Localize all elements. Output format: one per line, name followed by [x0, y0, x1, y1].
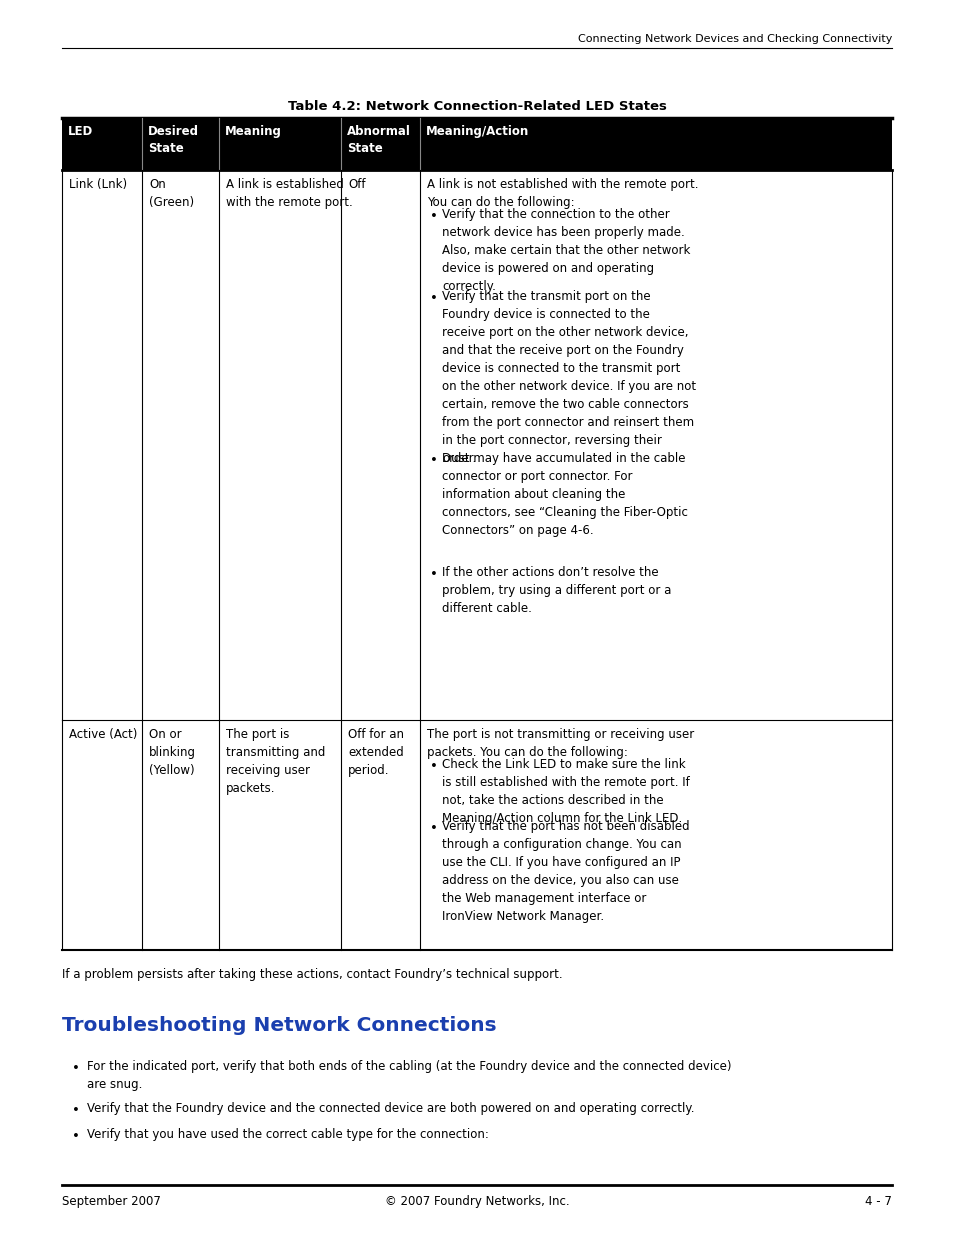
- Text: Meaning/Action: Meaning/Action: [426, 125, 529, 138]
- Text: 4 - 7: 4 - 7: [864, 1195, 891, 1208]
- Text: Troubleshooting Network Connections: Troubleshooting Network Connections: [62, 1016, 497, 1035]
- Text: On or
blinking
(Yellow): On or blinking (Yellow): [149, 727, 195, 777]
- Text: •: •: [430, 291, 437, 305]
- Text: A link is not established with the remote port.
You can do the following:: A link is not established with the remot…: [427, 178, 698, 209]
- Text: •: •: [430, 210, 437, 224]
- Text: •: •: [430, 568, 437, 580]
- Text: The port is not transmitting or receiving user
packets. You can do the following: The port is not transmitting or receivin…: [427, 727, 694, 760]
- Text: Active (Act): Active (Act): [69, 727, 137, 741]
- Text: •: •: [71, 1062, 80, 1074]
- Text: Table 4.2: Network Connection-Related LED States: Table 4.2: Network Connection-Related LE…: [287, 100, 666, 112]
- Text: Check the Link LED to make sure the link
is still established with the remote po: Check the Link LED to make sure the link…: [441, 758, 689, 825]
- Text: On
(Green): On (Green): [149, 178, 193, 209]
- Text: Connecting Network Devices and Checking Connectivity: Connecting Network Devices and Checking …: [577, 35, 891, 44]
- Text: Off: Off: [348, 178, 365, 191]
- Text: A link is established
with the remote port.: A link is established with the remote po…: [226, 178, 353, 209]
- Text: Link (Lnk): Link (Lnk): [69, 178, 127, 191]
- Text: Desired
State: Desired State: [148, 125, 199, 156]
- Text: Dust may have accumulated in the cable
connector or port connector. For
informat: Dust may have accumulated in the cable c…: [441, 452, 687, 537]
- Text: September 2007: September 2007: [62, 1195, 161, 1208]
- Text: •: •: [71, 1104, 80, 1116]
- Text: LED: LED: [68, 125, 93, 138]
- Text: Verify that you have used the correct cable type for the connection:: Verify that you have used the correct ca…: [87, 1128, 488, 1141]
- Text: Verify that the port has not been disabled
through a configuration change. You c: Verify that the port has not been disabl…: [441, 820, 689, 923]
- Text: •: •: [430, 823, 437, 835]
- Text: Abnormal
State: Abnormal State: [347, 125, 411, 156]
- Text: If a problem persists after taking these actions, contact Foundry’s technical su: If a problem persists after taking these…: [62, 968, 562, 981]
- Text: Meaning: Meaning: [225, 125, 281, 138]
- Text: Verify that the transmit port on the
Foundry device is connected to the
receive : Verify that the transmit port on the Fou…: [441, 290, 696, 466]
- Text: For the indicated port, verify that both ends of the cabling (at the Foundry dev: For the indicated port, verify that both…: [87, 1060, 731, 1091]
- Text: If the other actions don’t resolve the
problem, try using a different port or a
: If the other actions don’t resolve the p…: [441, 566, 671, 615]
- Text: Verify that the Foundry device and the connected device are both powered on and : Verify that the Foundry device and the c…: [87, 1102, 694, 1115]
- Text: •: •: [430, 760, 437, 773]
- Text: •: •: [430, 454, 437, 467]
- Text: © 2007 Foundry Networks, Inc.: © 2007 Foundry Networks, Inc.: [384, 1195, 569, 1208]
- Text: •: •: [71, 1130, 80, 1144]
- Text: Verify that the connection to the other
network device has been properly made.
A: Verify that the connection to the other …: [441, 207, 690, 293]
- Bar: [62, 119, 891, 170]
- Text: The port is
transmitting and
receiving user
packets.: The port is transmitting and receiving u…: [226, 727, 325, 795]
- Text: Off for an
extended
period.: Off for an extended period.: [348, 727, 403, 777]
